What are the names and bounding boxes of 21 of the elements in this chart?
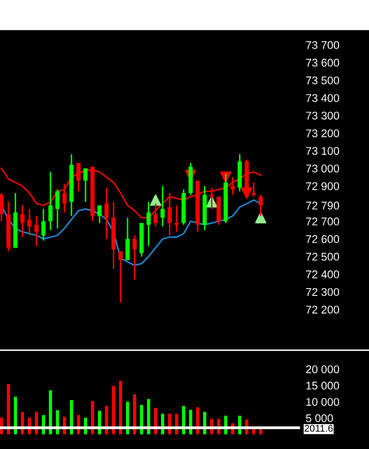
y-tick-label: 72 600 (306, 235, 340, 244)
y-tick-label: 73 100 (306, 146, 340, 155)
y-tick-label: 20 000 (306, 365, 340, 374)
y-tick-label: 73 500 (306, 76, 340, 84)
ref-line-label: 2011.6 (304, 424, 333, 432)
y-tick-label: 73 000 (306, 164, 340, 172)
y-tick-label: 15 000 (306, 382, 340, 390)
y-tick-label: 72 300 (306, 288, 340, 296)
y-tick-label: 73 600 (306, 58, 340, 67)
y-tick-label: 72 900 (306, 182, 340, 190)
y-tick-label: 5 000 (306, 414, 333, 422)
y-tick-label: 73 700 (306, 41, 340, 50)
y-tick-label: 72 500 (306, 252, 340, 261)
y-tick-label: 73 300 (306, 112, 340, 120)
y-tick-label: 72 700 (306, 218, 340, 226)
y-tick-label: 72 400 (306, 270, 340, 278)
y-tick-label: 73 400 (306, 94, 340, 102)
y-tick-label: 72 790 (306, 202, 340, 210)
y-tick-label: 73 200 (306, 129, 340, 138)
y-tick-label: 72 200 (306, 306, 340, 314)
y-tick-label: 10 000 (306, 398, 340, 406)
